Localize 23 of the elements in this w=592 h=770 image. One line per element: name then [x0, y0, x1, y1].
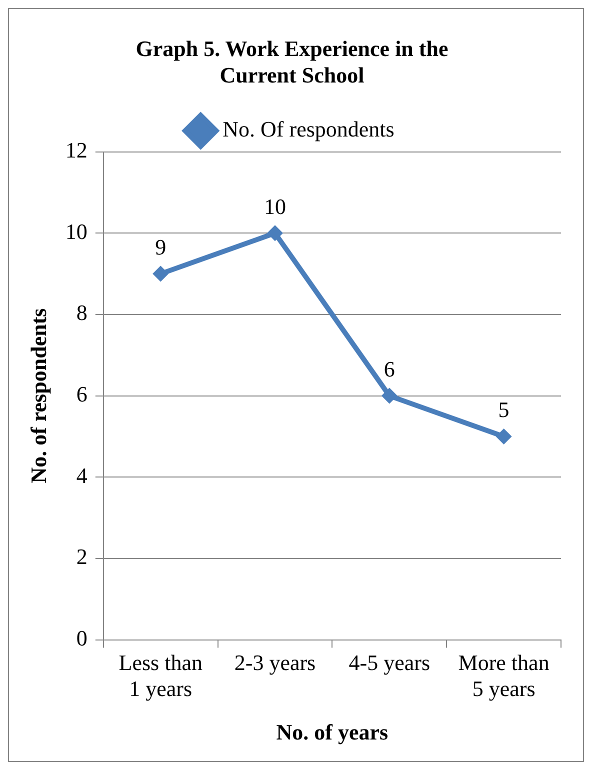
data-label: 10 [264, 194, 286, 219]
point [152, 266, 169, 282]
legend-label: No. Of respondents [222, 116, 394, 142]
y-tick-label: 10 [65, 218, 88, 244]
data-label: 5 [498, 397, 510, 422]
point [267, 225, 283, 242]
y-tick-label: 2 [76, 544, 88, 570]
x-tick-label: Less than 1 years [118, 650, 202, 702]
point [381, 388, 398, 404]
x-tick-label: 2-3 years [234, 650, 316, 675]
y-tick-label: 12 [65, 138, 88, 163]
y-tick-label: 6 [76, 382, 88, 407]
chart-title: Graph 5. Work Experience in the Current School [136, 36, 448, 88]
x-tick-label: 4-5 years [348, 650, 430, 675]
y-tick-label: 0 [76, 626, 88, 651]
x-tick-label: More than 5 years [458, 650, 550, 702]
data-label: 6 [384, 356, 395, 382]
point [496, 428, 512, 444]
y-tick-label: 4 [76, 462, 88, 488]
y-tick-label: 8 [76, 300, 88, 326]
y-axis-title: No. of respondents [26, 308, 51, 484]
x-axis-title: No. of years [276, 719, 389, 744]
data-label: 9 [155, 234, 166, 260]
